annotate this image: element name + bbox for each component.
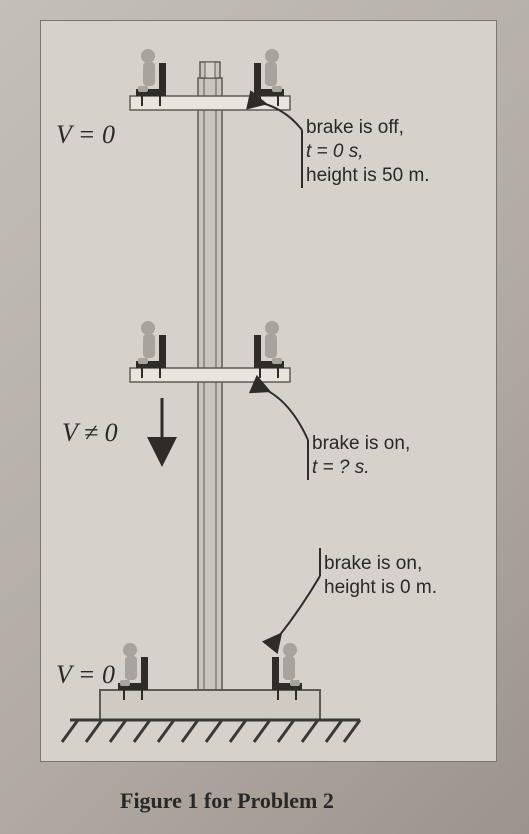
- annotation-top: brake is off, t = 0 s, height is 50 m.: [306, 116, 430, 187]
- platform-top: [130, 96, 290, 110]
- page-background: V = 0 V ≠ 0 V = 0 brake is off, t = 0 s,…: [0, 0, 529, 834]
- base-block: [100, 690, 320, 720]
- ground-hatching: [62, 720, 360, 742]
- figure-caption: Figure 1 for Problem 2: [120, 788, 334, 814]
- annotation-middle: brake is on, t = ? s.: [312, 432, 410, 480]
- label-v-middle: V ≠ 0: [62, 418, 118, 448]
- label-v-top: V = 0: [56, 120, 115, 150]
- annotation-line: t = ? s.: [312, 456, 410, 480]
- annotation-line: brake is on,: [312, 432, 410, 456]
- annotation-line: height is 0 m.: [324, 576, 437, 600]
- label-v-bottom: V = 0: [56, 660, 115, 690]
- annotation-bottom: brake is on, height is 0 m.: [324, 552, 437, 600]
- leader-bottom: [276, 548, 320, 640]
- annotation-line: t = 0 s,: [306, 140, 430, 164]
- leader-top: [258, 102, 302, 188]
- annotation-line: brake is off,: [306, 116, 430, 140]
- platform-middle: [130, 368, 290, 382]
- leader-middle: [262, 388, 308, 480]
- annotation-line: height is 50 m.: [306, 164, 430, 188]
- annotation-line: brake is on,: [324, 552, 437, 576]
